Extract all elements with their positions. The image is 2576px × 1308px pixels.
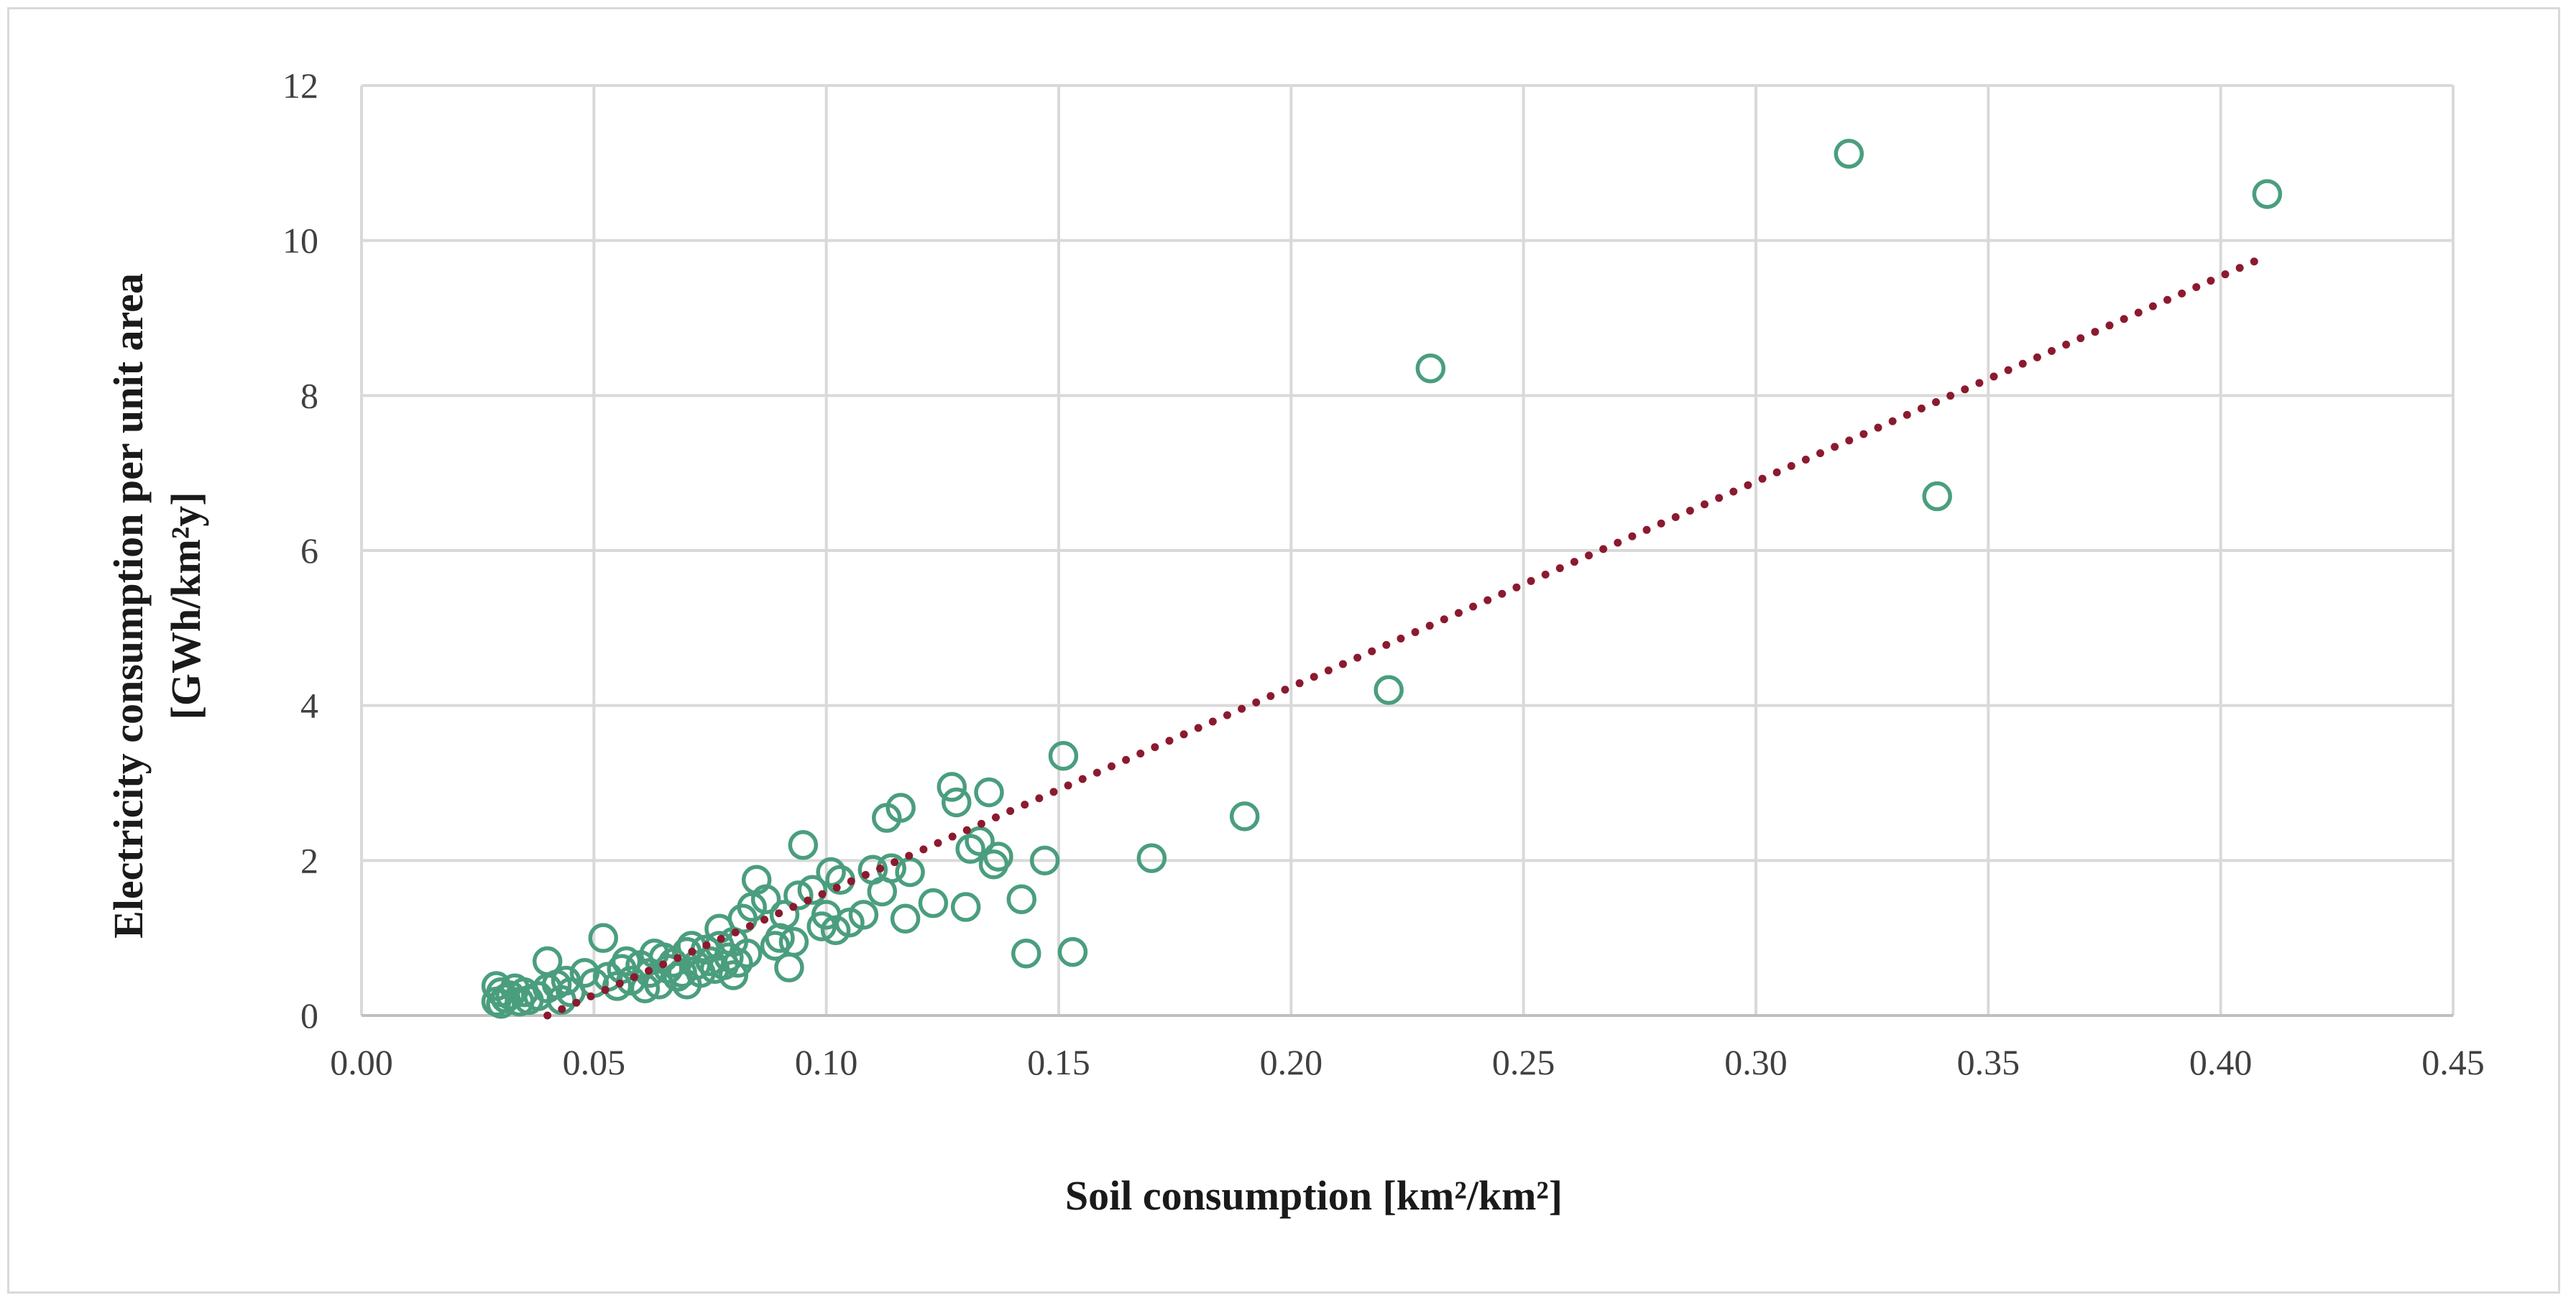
x-axis-ticks: 0.00 0.05 0.10 0.15 0.20 0.25 0.30 0.35 0.40 0.45 (330, 1042, 2485, 1082)
grid-lines (360, 84, 2455, 1017)
data-point (797, 875, 828, 906)
data-point (974, 777, 1004, 808)
y-axis-title-line2: [GWh/km²y] (162, 492, 209, 719)
x-tick-label: 0.30 (1724, 1042, 1788, 1082)
data-point (1006, 884, 1037, 914)
x-tick-label: 0.25 (1492, 1042, 1555, 1082)
data-point (723, 947, 753, 978)
data-point (1048, 741, 1079, 771)
y-axis-title-line1: Electricity consumption per unit area (105, 273, 152, 939)
data-point (1057, 936, 1088, 967)
data-point (895, 857, 925, 888)
data-point (718, 960, 749, 990)
y-axis-ticks: 0 2 4 6 8 10 12 (282, 65, 318, 1036)
y-tick-label: 10 (282, 221, 318, 261)
data-point (750, 884, 781, 914)
data-point (890, 903, 921, 934)
data-point (588, 923, 619, 953)
data-point (732, 938, 763, 969)
data-point (769, 900, 800, 930)
data-point (950, 892, 981, 922)
data-point (816, 857, 846, 888)
data-point (965, 826, 995, 857)
data-point (490, 983, 521, 1014)
data-point (848, 900, 879, 930)
data-point (1029, 845, 1060, 876)
x-tick-label: 0.35 (1957, 1042, 2020, 1082)
data-point (602, 971, 632, 1001)
data-point (644, 970, 674, 1000)
data-points (481, 139, 2283, 1019)
y-tick-label: 12 (282, 65, 318, 106)
data-point (630, 973, 661, 1004)
y-tick-label: 6 (300, 530, 318, 571)
data-point (2252, 179, 2283, 209)
y-tick-label: 8 (300, 375, 318, 415)
x-tick-label: 0.45 (2421, 1042, 2485, 1082)
data-point (983, 842, 1013, 872)
x-tick-label: 0.20 (1260, 1042, 1323, 1082)
data-point (918, 888, 949, 918)
data-point (1136, 843, 1167, 873)
data-point (1229, 801, 1260, 832)
data-point (653, 954, 684, 985)
data-point (1922, 481, 1952, 512)
data-point (611, 946, 642, 977)
data-point (1834, 139, 1864, 169)
x-tick-label: 0.00 (330, 1042, 393, 1082)
trendline (543, 256, 2262, 1020)
x-tick-label: 0.40 (2189, 1042, 2253, 1082)
y-tick-label: 0 (300, 995, 318, 1036)
x-tick-label: 0.10 (795, 1042, 858, 1082)
trendline-group (543, 256, 2262, 1020)
data-point (955, 834, 985, 864)
data-point (886, 793, 916, 823)
y-axis-title: Electricity consumption per unit area [G… (105, 273, 209, 939)
data-point (1011, 938, 1041, 969)
y-tick-label: 2 (300, 840, 318, 880)
x-tick-label: 0.05 (563, 1042, 626, 1082)
chart-frame: 0.00 0.05 0.10 0.15 0.20 0.25 0.30 0.35 0.40 0.45… (7, 7, 2560, 1294)
x-tick-label: 0.15 (1027, 1042, 1090, 1082)
data-point (788, 830, 819, 860)
y-tick-label: 4 (300, 686, 318, 726)
x-axis-title: Soil consumption [km²/km²] (1065, 1172, 1563, 1219)
data-point (937, 772, 967, 802)
data-point (778, 926, 809, 957)
data-point (774, 952, 804, 982)
data-point (1374, 675, 1404, 705)
data-point (783, 880, 814, 911)
scatter-chart: 0.00 0.05 0.10 0.15 0.20 0.25 0.30 0.35 0.40 0.45… (105, 65, 2485, 1219)
data-point (1415, 353, 1446, 384)
data-point (941, 787, 972, 818)
